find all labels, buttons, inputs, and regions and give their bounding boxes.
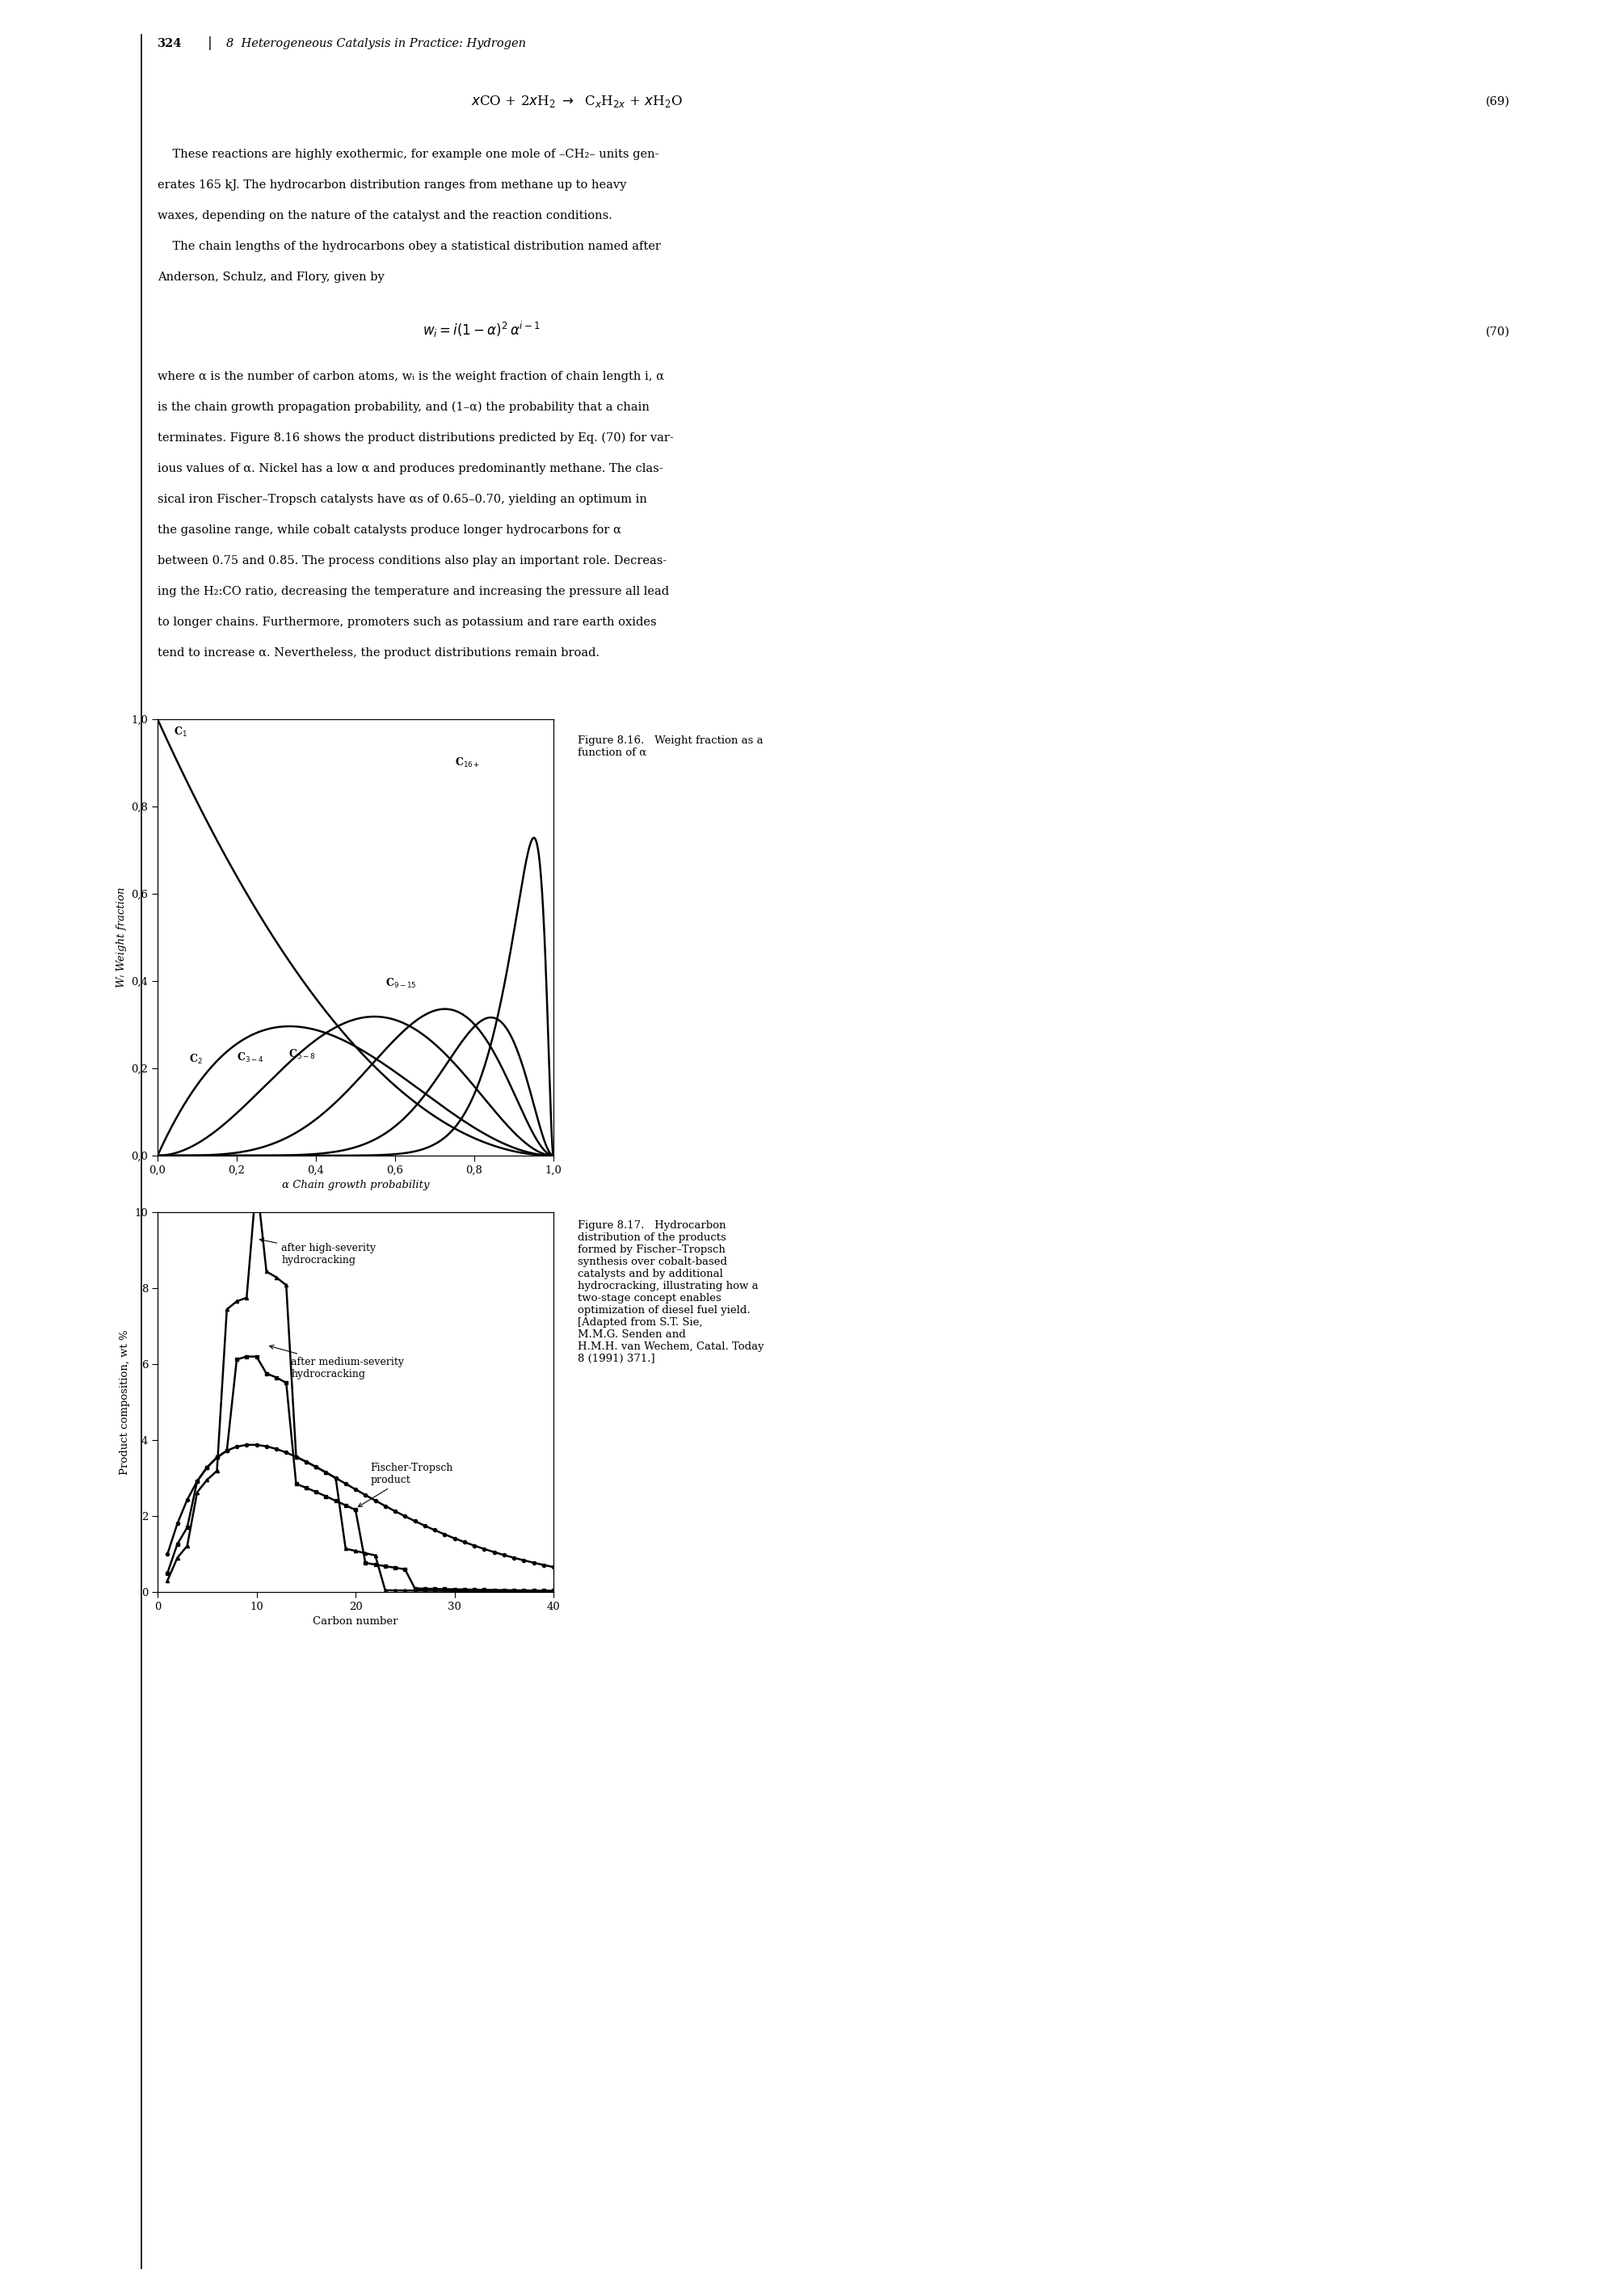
Text: tend to increase α. Nevertheless, the product distributions remain broad.: tend to increase α. Nevertheless, the pr… — [158, 648, 599, 658]
Text: between 0.75 and 0.85. The process conditions also play an important role. Decre: between 0.75 and 0.85. The process condi… — [158, 554, 667, 566]
Text: Figure 8.16.   Weight fraction as a
function of α: Figure 8.16. Weight fraction as a functi… — [578, 735, 763, 758]
Text: C$_1$: C$_1$ — [174, 726, 187, 738]
Text: Anderson, Schulz, and Flory, given by: Anderson, Schulz, and Flory, given by — [158, 273, 385, 282]
Text: These reactions are highly exothermic, for example one mole of –CH₂– units gen-: These reactions are highly exothermic, f… — [158, 149, 659, 160]
Text: waxes, depending on the nature of the catalyst and the reaction conditions.: waxes, depending on the nature of the ca… — [158, 211, 612, 222]
Text: ious values of α. Nickel has a low α and produces predominantly methane. The cla: ious values of α. Nickel has a low α and… — [158, 463, 663, 474]
Text: (70): (70) — [1486, 328, 1510, 337]
Text: C$_{5-8}$: C$_{5-8}$ — [287, 1047, 315, 1061]
Text: sical iron Fischer–Tropsch catalysts have αs of 0.65–0.70, yielding an optimum i: sical iron Fischer–Tropsch catalysts hav… — [158, 495, 646, 504]
Text: to longer chains. Furthermore, promoters such as potassium and rare earth oxides: to longer chains. Furthermore, promoters… — [158, 616, 656, 628]
Text: where α is the number of carbon atoms, wᵢ is the weight fraction of chain length: where α is the number of carbon atoms, w… — [158, 371, 664, 383]
Text: The chain lengths of the hydrocarbons obey a statistical distribution named afte: The chain lengths of the hydrocarbons ob… — [158, 241, 661, 252]
Text: $x$CO + 2$x$H$_{\mathregular{2}}$ $\rightarrow$  C$_x$H$_{2x}$ + $x$H$_{\mathreg: $x$CO + 2$x$H$_{\mathregular{2}}$ $\righ… — [471, 94, 682, 110]
Text: 324: 324 — [158, 39, 182, 50]
Text: Figure 8.17.   Hydrocarbon
distribution of the products
formed by Fischer–Tropsc: Figure 8.17. Hydrocarbon distribution of… — [578, 1221, 763, 1363]
Text: C$_2$: C$_2$ — [190, 1054, 203, 1065]
Text: C$_{9-15}$: C$_{9-15}$ — [385, 976, 416, 990]
Y-axis label: Wᵢ Weight fraction: Wᵢ Weight fraction — [115, 887, 127, 987]
Text: (69): (69) — [1486, 96, 1510, 108]
Text: Fischer-Tropsch
product: Fischer-Tropsch product — [359, 1464, 453, 1507]
Text: after medium-severity
hydrocracking: after medium-severity hydrocracking — [270, 1345, 404, 1379]
Text: the gasoline range, while cobalt catalysts produce longer hydrocarbons for α: the gasoline range, while cobalt catalys… — [158, 525, 622, 536]
Y-axis label: Product composition, wt %: Product composition, wt % — [120, 1329, 130, 1475]
Text: |: | — [208, 37, 213, 50]
Text: is the chain growth propagation probability, and (1–α) the probability that a ch: is the chain growth propagation probabil… — [158, 401, 650, 412]
Text: 8  Heterogeneous Catalysis in Practice: Hydrogen: 8 Heterogeneous Catalysis in Practice: H… — [226, 39, 526, 50]
Text: C$_{3-4}$: C$_{3-4}$ — [237, 1052, 263, 1063]
Text: ing the H₂:CO ratio, decreasing the temperature and increasing the pressure all : ing the H₂:CO ratio, decreasing the temp… — [158, 586, 669, 598]
Text: erates 165 kJ. The hydrocarbon distribution ranges from methane up to heavy: erates 165 kJ. The hydrocarbon distribut… — [158, 179, 627, 190]
Text: after high-severity
hydrocracking: after high-severity hydrocracking — [260, 1237, 375, 1265]
Text: $w_i = i(1 - \alpha)^2\,\alpha^{i-1}$: $w_i = i(1 - \alpha)^2\,\alpha^{i-1}$ — [422, 321, 539, 339]
Text: C$_{16+}$: C$_{16+}$ — [455, 756, 479, 770]
X-axis label: α Chain growth probability: α Chain growth probability — [283, 1180, 429, 1191]
X-axis label: Carbon number: Carbon number — [313, 1617, 398, 1627]
Text: terminates. Figure 8.16 shows the product distributions predicted by Eq. (70) fo: terminates. Figure 8.16 shows the produc… — [158, 433, 674, 444]
